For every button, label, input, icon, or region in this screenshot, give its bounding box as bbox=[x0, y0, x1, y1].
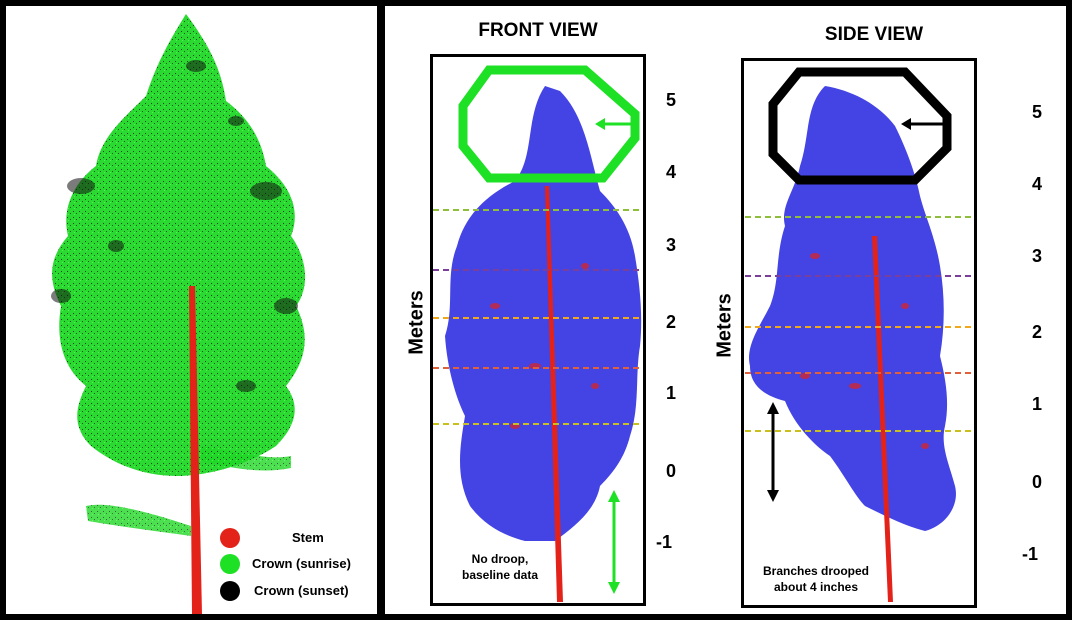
tree-crown bbox=[52, 14, 306, 476]
front-note: No droop, baseline data bbox=[461, 552, 539, 583]
front-arrow-head bbox=[595, 118, 605, 130]
lower-branches-right bbox=[201, 446, 291, 471]
front-red-speckles bbox=[490, 263, 599, 429]
side-double-arrow-top bbox=[767, 402, 779, 414]
tree-point-cloud-panel: Stem Crown (sunrise) Crown (sunset) bbox=[6, 6, 377, 614]
views-panel: FRONT VIEW Meters bbox=[385, 6, 1066, 614]
side-double-arrow-bottom bbox=[767, 490, 779, 502]
side-view-frame bbox=[741, 58, 977, 608]
side-tick: 1 bbox=[1032, 394, 1043, 414]
legend-label-sunset: Crown (sunset) bbox=[254, 583, 349, 598]
side-tick: 4 bbox=[1032, 174, 1043, 194]
front-double-arrow-top bbox=[608, 490, 620, 502]
tree-stem bbox=[189, 286, 202, 614]
side-tick: 5 bbox=[1032, 102, 1043, 122]
front-tick: 1 bbox=[666, 383, 677, 403]
front-tick: 4 bbox=[666, 162, 677, 182]
side-arrow-head bbox=[901, 118, 911, 130]
front-view-title: FRONT VIEW bbox=[478, 20, 598, 41]
sunset-points bbox=[51, 60, 298, 392]
legend-label-sunrise: Crown (sunrise) bbox=[252, 556, 351, 571]
legend-sunset-dot bbox=[220, 581, 240, 601]
legend-stem-dot bbox=[220, 528, 240, 548]
side-view-title: SIDE VIEW bbox=[824, 24, 924, 45]
front-tick: 0 bbox=[666, 461, 677, 481]
side-red-speckles bbox=[800, 253, 929, 449]
side-tick: -1 bbox=[1022, 544, 1039, 564]
legend-label-stem: Stem bbox=[292, 530, 324, 545]
front-tick: -1 bbox=[656, 532, 673, 552]
front-tick: 5 bbox=[666, 90, 677, 110]
lower-branches-left bbox=[86, 504, 191, 536]
front-view-plot bbox=[433, 65, 973, 602]
tree-point-cloud bbox=[51, 14, 306, 614]
side-tick: 0 bbox=[1032, 472, 1043, 492]
side-note: Branches drooped about 4 inches bbox=[762, 564, 870, 595]
front-view-frame bbox=[430, 54, 646, 606]
front-tick: 3 bbox=[666, 235, 677, 255]
side-meters-label: Meters bbox=[713, 293, 736, 358]
front-octagon-highlight bbox=[458, 65, 640, 183]
side-tick: 3 bbox=[1032, 246, 1043, 266]
side-octagon-highlight bbox=[768, 67, 952, 185]
front-crown bbox=[445, 86, 642, 541]
front-tick: 2 bbox=[666, 312, 677, 332]
front-double-arrow-bottom bbox=[608, 582, 620, 594]
legend-sunrise-dot bbox=[220, 554, 240, 574]
front-stem bbox=[545, 186, 563, 602]
side-crown bbox=[749, 86, 956, 531]
side-tick: 2 bbox=[1032, 322, 1043, 342]
